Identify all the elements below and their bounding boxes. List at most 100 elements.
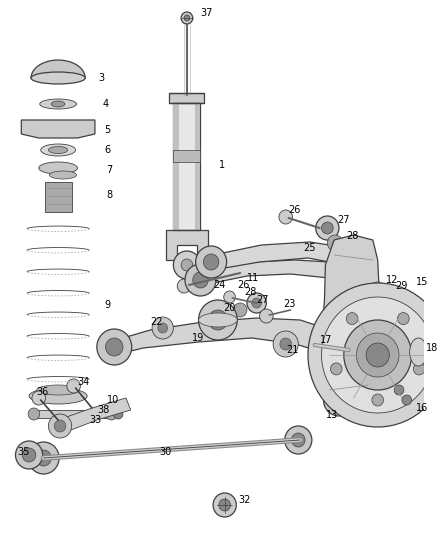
- Circle shape: [273, 331, 298, 357]
- Circle shape: [372, 394, 384, 406]
- Circle shape: [343, 321, 360, 339]
- Bar: [173, 103, 179, 230]
- Ellipse shape: [29, 388, 87, 404]
- Text: 12: 12: [385, 275, 398, 285]
- Text: 1: 1: [219, 160, 225, 170]
- Circle shape: [280, 338, 292, 350]
- Text: 26: 26: [289, 205, 301, 215]
- Circle shape: [213, 493, 237, 517]
- Circle shape: [49, 414, 72, 438]
- Text: 21: 21: [287, 345, 299, 355]
- Text: 19: 19: [192, 333, 204, 343]
- Circle shape: [320, 329, 333, 343]
- Bar: [194, 103, 201, 230]
- Circle shape: [28, 408, 40, 420]
- Text: 13: 13: [326, 410, 339, 420]
- Text: 35: 35: [18, 447, 30, 457]
- Circle shape: [177, 279, 191, 293]
- Circle shape: [285, 426, 312, 454]
- Circle shape: [184, 15, 190, 21]
- Circle shape: [394, 385, 404, 395]
- Circle shape: [97, 329, 132, 365]
- Circle shape: [324, 384, 354, 416]
- Circle shape: [402, 395, 412, 405]
- Circle shape: [334, 312, 369, 348]
- Text: 28: 28: [347, 231, 359, 241]
- Circle shape: [203, 254, 219, 270]
- Circle shape: [260, 309, 273, 323]
- Text: 11: 11: [247, 273, 259, 283]
- Circle shape: [193, 272, 208, 288]
- Text: 29: 29: [395, 281, 407, 291]
- Circle shape: [106, 408, 117, 420]
- Circle shape: [224, 291, 235, 303]
- Circle shape: [344, 320, 412, 390]
- Circle shape: [196, 246, 226, 278]
- Circle shape: [346, 269, 357, 281]
- Text: 24: 24: [213, 280, 226, 290]
- Text: 10: 10: [106, 395, 119, 405]
- Ellipse shape: [198, 313, 237, 327]
- Text: 20: 20: [223, 303, 235, 313]
- Circle shape: [327, 235, 343, 251]
- Text: 17: 17: [320, 335, 332, 345]
- Text: 37: 37: [201, 8, 213, 18]
- Ellipse shape: [37, 385, 79, 395]
- Ellipse shape: [31, 72, 85, 84]
- Circle shape: [32, 391, 46, 405]
- Circle shape: [313, 322, 340, 350]
- Text: 36: 36: [37, 387, 49, 397]
- Circle shape: [413, 363, 425, 375]
- Text: 25: 25: [303, 243, 316, 253]
- Polygon shape: [170, 93, 205, 103]
- Circle shape: [316, 216, 339, 240]
- Circle shape: [346, 312, 358, 325]
- Polygon shape: [34, 410, 111, 418]
- Circle shape: [181, 259, 193, 271]
- Text: 27: 27: [257, 295, 269, 305]
- Circle shape: [106, 338, 123, 356]
- Circle shape: [22, 448, 36, 462]
- Circle shape: [330, 363, 342, 375]
- Circle shape: [28, 442, 59, 474]
- Circle shape: [340, 263, 363, 287]
- Ellipse shape: [49, 147, 68, 154]
- Text: 5: 5: [105, 125, 111, 135]
- Text: 16: 16: [417, 403, 429, 413]
- Ellipse shape: [40, 99, 77, 109]
- Text: 6: 6: [105, 145, 111, 155]
- Polygon shape: [114, 318, 329, 355]
- Text: 30: 30: [160, 447, 172, 457]
- Circle shape: [398, 312, 409, 325]
- Circle shape: [237, 268, 244, 276]
- Circle shape: [15, 441, 42, 469]
- Text: 23: 23: [283, 299, 295, 309]
- Circle shape: [219, 499, 230, 511]
- Text: 3: 3: [99, 73, 105, 83]
- Text: 32: 32: [238, 495, 251, 505]
- Ellipse shape: [41, 144, 75, 156]
- Bar: [173, 103, 201, 230]
- Text: 22: 22: [150, 317, 162, 327]
- Circle shape: [173, 251, 201, 279]
- Text: 4: 4: [102, 99, 109, 109]
- Circle shape: [292, 433, 305, 447]
- Circle shape: [198, 300, 237, 340]
- Polygon shape: [320, 235, 380, 410]
- Polygon shape: [21, 120, 95, 138]
- Text: 34: 34: [78, 377, 90, 387]
- Circle shape: [36, 450, 51, 466]
- Bar: [173, 150, 201, 162]
- Text: 33: 33: [89, 415, 101, 425]
- Text: 28: 28: [244, 287, 256, 297]
- Circle shape: [331, 392, 347, 408]
- Circle shape: [321, 222, 333, 234]
- Circle shape: [208, 310, 228, 330]
- Polygon shape: [31, 60, 85, 78]
- Ellipse shape: [51, 101, 65, 107]
- Bar: [45, 182, 72, 212]
- Ellipse shape: [49, 171, 77, 179]
- Circle shape: [252, 298, 261, 308]
- Polygon shape: [198, 260, 353, 288]
- Circle shape: [321, 297, 434, 413]
